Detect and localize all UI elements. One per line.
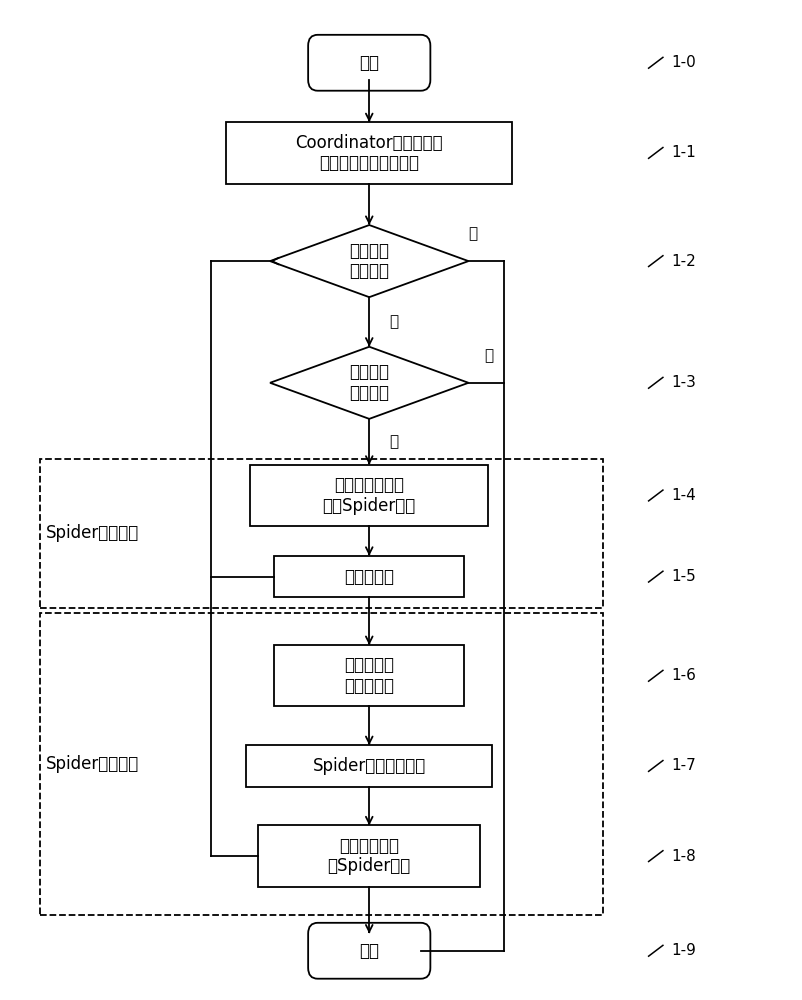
Text: Spider休眠阶段: Spider休眠阶段 — [47, 524, 140, 542]
Text: 从分布式队
列获取任务: 从分布式队 列获取任务 — [344, 656, 395, 695]
Text: 线程被唤醒: 线程被唤醒 — [344, 568, 395, 586]
Text: 是: 是 — [468, 226, 477, 241]
Text: 否: 否 — [389, 314, 399, 329]
Text: 是否结束
增量抓取: 是否结束 增量抓取 — [349, 242, 389, 280]
FancyBboxPatch shape — [308, 35, 431, 91]
Text: 1-7: 1-7 — [670, 758, 695, 773]
Text: 1-8: 1-8 — [670, 849, 695, 864]
Text: 1-6: 1-6 — [670, 668, 695, 683]
FancyBboxPatch shape — [308, 923, 431, 979]
Text: 否: 否 — [484, 348, 493, 363]
Text: 1-0: 1-0 — [670, 55, 695, 70]
Text: 1-5: 1-5 — [670, 569, 695, 584]
Bar — [246, 745, 492, 787]
Text: 结束: 结束 — [359, 942, 379, 960]
Text: 1-2: 1-2 — [670, 254, 695, 269]
Bar — [40, 459, 603, 608]
Text: 唤醒抓取线程
或Spider组件: 唤醒抓取线程 或Spider组件 — [328, 837, 411, 875]
Text: 是: 是 — [389, 434, 399, 449]
Text: Spider抓取阶段: Spider抓取阶段 — [47, 755, 140, 773]
Text: 1-4: 1-4 — [670, 488, 695, 503]
Polygon shape — [270, 347, 468, 419]
Text: Coordinator组件周期性
导入任务到分布式队列: Coordinator组件周期性 导入任务到分布式队列 — [295, 134, 443, 172]
Text: 开始: 开始 — [359, 54, 379, 72]
Text: Spider执行抓取任务: Spider执行抓取任务 — [313, 757, 426, 775]
Text: 阻塞抓取线程或
休眠Spider组件: 阻塞抓取线程或 休眠Spider组件 — [322, 476, 416, 515]
Polygon shape — [270, 225, 468, 297]
Bar — [40, 613, 603, 915]
Bar — [250, 465, 488, 526]
Text: 1-3: 1-3 — [670, 375, 695, 390]
Text: 1-1: 1-1 — [670, 145, 695, 160]
Text: 1-9: 1-9 — [670, 943, 695, 958]
Bar — [258, 825, 480, 887]
Text: 任务队列
是否为空: 任务队列 是否为空 — [349, 363, 389, 402]
Bar — [226, 122, 512, 184]
Bar — [274, 645, 464, 706]
Bar — [274, 556, 464, 597]
